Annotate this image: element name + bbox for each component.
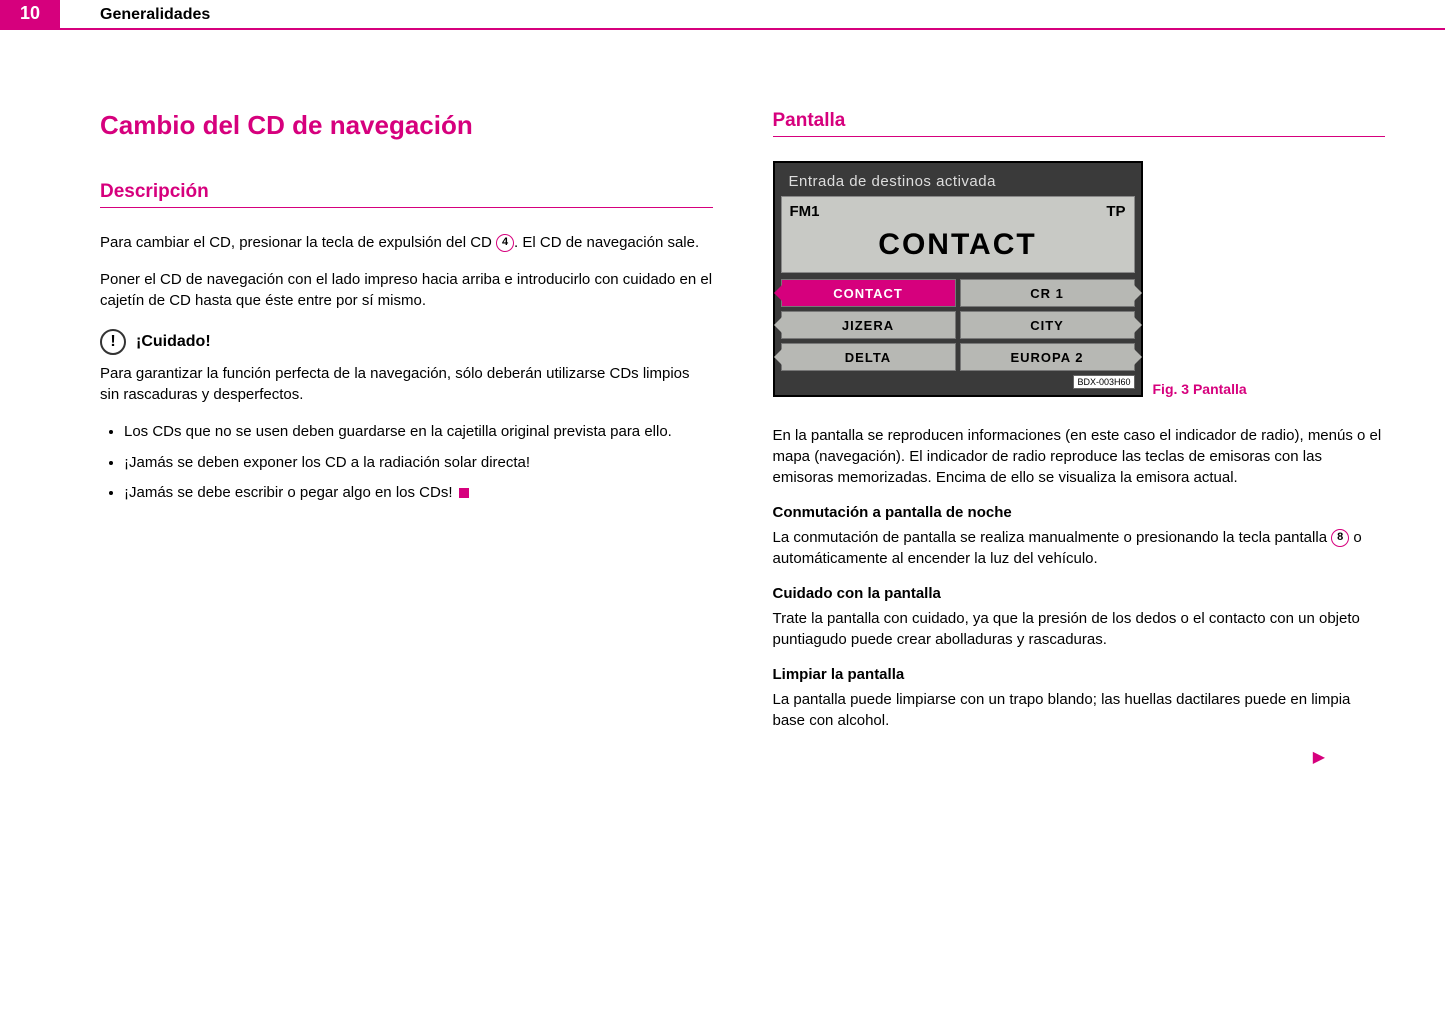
preset-grid: CONTACTCR 1JIZERACITYDELTAEUROPA 2 <box>781 279 1135 371</box>
preset-button: CR 1 <box>960 279 1135 307</box>
caution-label: ¡Cuidado! <box>136 333 211 351</box>
key-ref-8-icon: 8 <box>1331 529 1349 547</box>
key-ref-4-icon: 4 <box>496 234 514 252</box>
text: . El CD de navegación sale. <box>514 234 699 251</box>
figure-caption: Fig. 3 Pantalla <box>1153 381 1247 397</box>
right-column: Pantalla Entrada de destinos activada FM… <box>773 110 1386 747</box>
page-header: 10 Generalidades <box>0 0 1445 30</box>
lcd-panel: FM1 TP CONTACT <box>781 196 1135 273</box>
preset-button: CONTACT <box>781 279 956 307</box>
left-column: Cambio del CD de navegación Descripción … <box>100 110 713 747</box>
text: La conmutación de pantalla se realiza ma… <box>773 529 1332 546</box>
preset-button: EUROPA 2 <box>960 343 1135 371</box>
list-item: Los CDs que no se usen deben guardarse e… <box>124 421 713 444</box>
night-text: La conmutación de pantalla se realiza ma… <box>773 527 1386 569</box>
caution-icon: ! <box>100 329 126 355</box>
content-area: Cambio del CD de navegación Descripción … <box>0 30 1445 787</box>
paragraph-eject: Para cambiar el CD, presionar la tecla d… <box>100 232 713 253</box>
text: Para cambiar el CD, presionar la tecla d… <box>100 234 496 251</box>
lcd-top-row: FM1 TP <box>790 203 1126 220</box>
figure-code: BDX-003H60 <box>1073 375 1134 389</box>
sub-heading-description: Descripción <box>100 181 713 208</box>
section-title: Generalidades <box>100 6 210 28</box>
radio-screen: Entrada de destinos activada FM1 TP CONT… <box>773 161 1143 397</box>
list-item: ¡Jamás se deben exponer los CD a la radi… <box>124 452 713 475</box>
subhead-clean: Limpiar la pantalla <box>773 666 1386 683</box>
paragraph-insert: Poner el CD de navegación con el lado im… <box>100 269 713 311</box>
page-number: 10 <box>0 0 60 28</box>
caution-list: Los CDs que no se usen deben guardarse e… <box>100 421 713 505</box>
main-heading: Cambio del CD de navegación <box>100 110 713 141</box>
section-end-icon <box>459 488 469 498</box>
screen-status-text: Entrada de destinos activada <box>781 169 1135 196</box>
caution-text: Para garantizar la función perfecta de l… <box>100 363 713 405</box>
pantalla-intro: En la pantalla se reproducen informacion… <box>773 425 1386 488</box>
text: ¡Jamás se debe escribir o pegar algo en … <box>124 484 453 501</box>
caution-heading: ! ¡Cuidado! <box>100 329 713 355</box>
preset-button: DELTA <box>781 343 956 371</box>
subhead-care: Cuidado con la pantalla <box>773 585 1386 602</box>
preset-button: JIZERA <box>781 311 956 339</box>
band-indicator: FM1 <box>790 203 820 220</box>
sub-heading-pantalla: Pantalla <box>773 110 1386 137</box>
clean-text: La pantalla puede limpiarse con un trapo… <box>773 689 1386 731</box>
list-item: ¡Jamás se debe escribir o pegar algo en … <box>124 482 713 505</box>
tp-indicator: TP <box>1106 203 1125 220</box>
preset-button: CITY <box>960 311 1135 339</box>
care-text: Trate la pantalla con cuidado, ya que la… <box>773 608 1386 650</box>
subhead-night: Conmutación a pantalla de noche <box>773 504 1386 521</box>
current-station: CONTACT <box>790 220 1126 266</box>
figure-3: Entrada de destinos activada FM1 TP CONT… <box>773 161 1386 397</box>
continue-arrow-icon: ▶ <box>1313 747 1325 767</box>
